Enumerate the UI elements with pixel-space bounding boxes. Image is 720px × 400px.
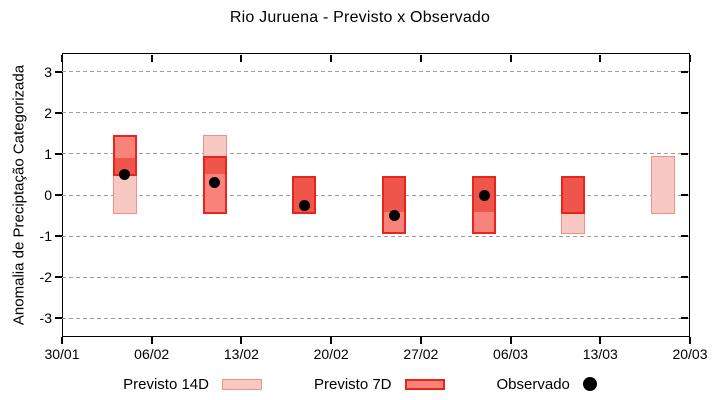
observed-dot xyxy=(388,210,400,222)
gridline xyxy=(62,235,690,237)
x-tick-mark-inner xyxy=(419,55,422,62)
y-tick-mark-inner xyxy=(681,235,688,238)
y-tick-mark xyxy=(55,70,62,73)
x-tick-mark-inner xyxy=(240,55,243,62)
legend-item-previsto-14d: Previsto 14D xyxy=(123,376,262,393)
y-tick-mark-inner xyxy=(681,152,688,155)
gridline xyxy=(62,317,690,319)
gridline xyxy=(62,276,690,278)
y-tick-mark-inner xyxy=(681,111,688,114)
y-tick-mark xyxy=(55,152,62,155)
y-tick-mark xyxy=(55,317,62,320)
x-tick-mark xyxy=(150,337,153,344)
x-tick-mark-inner xyxy=(330,55,333,62)
x-tick-mark-inner xyxy=(599,55,602,62)
y-tick-label: 2 xyxy=(44,104,52,121)
y-tick-mark-inner xyxy=(681,194,688,196)
observed-dot xyxy=(478,189,490,201)
y-tick-mark-inner xyxy=(681,70,688,73)
legend-label-previsto-14d: Previsto 14D xyxy=(123,375,209,393)
gridline xyxy=(62,153,690,155)
x-tick-mark xyxy=(330,337,333,344)
bar-previsto-14d xyxy=(650,155,675,214)
x-tick-mark xyxy=(419,337,422,344)
legend: Previsto 14D Previsto 7D Observado xyxy=(0,371,720,397)
chart-title: Rio Juruena - Previsto x Observado xyxy=(229,9,491,26)
x-tick-mark-inner xyxy=(61,55,63,62)
y-tick-label: 1 xyxy=(44,145,52,162)
gridline xyxy=(62,112,690,114)
x-tick-label: 06/03 xyxy=(493,346,529,362)
x-tick-label: 13/02 xyxy=(223,346,259,362)
x-tick-label: 27/02 xyxy=(403,346,439,362)
observed-dot xyxy=(209,177,221,189)
x-tick-mark xyxy=(689,337,691,344)
x-tick-mark xyxy=(599,337,602,344)
y-tick-mark-inner xyxy=(681,276,688,279)
x-tick-mark xyxy=(509,337,512,344)
y-tick-label: -2 xyxy=(39,269,52,286)
x-tick-label: 06/02 xyxy=(134,346,170,362)
y-tick-label: 0 xyxy=(44,187,52,203)
y-tick-mark xyxy=(55,276,62,279)
x-tick-label: 30/01 xyxy=(44,346,80,362)
bar-overlap-region xyxy=(563,178,584,212)
y-tick-label: 3 xyxy=(44,63,52,80)
gridline xyxy=(62,71,690,73)
y-tick-label: -1 xyxy=(39,228,52,245)
bar-overlap-region xyxy=(204,157,225,175)
gridline xyxy=(62,194,690,196)
bar-overlap-region xyxy=(384,178,405,212)
x-tick-mark-inner xyxy=(150,55,153,62)
observed-dot xyxy=(298,199,310,211)
legend-label-observado: Observado xyxy=(496,375,570,393)
legend-item-previsto-7d: Previsto 7D xyxy=(314,376,445,393)
observed-dot xyxy=(119,168,131,180)
x-tick-label: 20/02 xyxy=(313,346,349,362)
x-tick-label: 20/03 xyxy=(672,346,708,362)
previsto-7d-swatch-icon xyxy=(404,378,445,390)
y-tick-mark xyxy=(55,235,62,238)
y-tick-label: -3 xyxy=(39,310,52,327)
x-tick-mark xyxy=(61,337,63,344)
previsto-14d-swatch-icon xyxy=(221,378,262,390)
y-tick-mark xyxy=(55,111,62,114)
x-tick-mark-inner xyxy=(509,55,512,62)
x-tick-mark-inner xyxy=(689,55,691,62)
x-tick-mark xyxy=(240,337,243,344)
x-tick-label: 13/03 xyxy=(582,346,618,362)
legend-label-previsto-7d: Previsto 7D xyxy=(313,375,392,393)
legend-item-observado: Observado xyxy=(497,376,597,393)
y-tick-mark xyxy=(55,194,62,196)
y-tick-mark-inner xyxy=(681,317,688,320)
observado-dot-icon xyxy=(582,377,597,391)
